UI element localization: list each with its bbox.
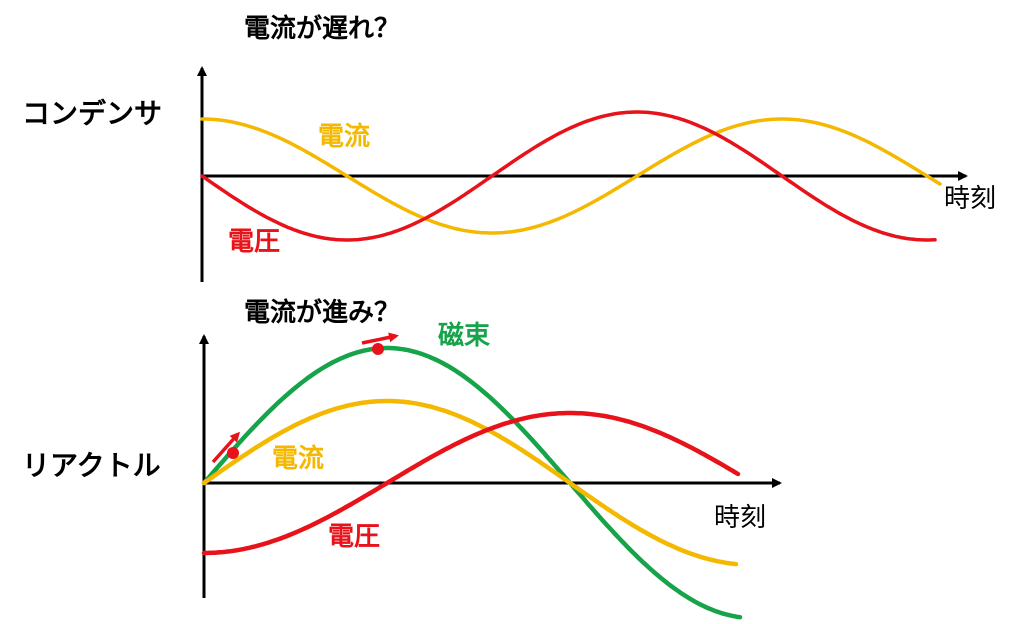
top-current-curve: [200, 117, 942, 235]
bottom-flux-label: 磁束: [438, 321, 491, 351]
top-panel: [197, 66, 968, 282]
bottom-current-curve: [201, 398, 739, 567]
top-side-label: コンデンサ: [22, 97, 163, 130]
top-current-label: 電流: [318, 122, 371, 152]
bottom-time-axis-label: 時刻: [714, 503, 767, 533]
top-time-axis-label: 時刻: [944, 184, 997, 214]
bottom-question: 電流が進み？: [244, 298, 401, 328]
bottom-voltage-curve: [201, 410, 741, 556]
top-voltage-curve: [200, 110, 937, 242]
top-question: 電流が遅れ？: [244, 14, 401, 44]
bottom-voltage-label: 電圧: [328, 522, 381, 552]
bottom-flux-curve: [201, 345, 743, 620]
bottom-side-label: リアクトル: [22, 449, 161, 482]
slope-marker-dot-peak: [372, 343, 384, 355]
slope-arrow-start: [211, 431, 240, 464]
slope-marker-dot-start: [227, 447, 239, 459]
bottom-current-label: 電流: [272, 444, 325, 474]
top-voltage-label: 電圧: [228, 227, 281, 257]
bottom-panel: [199, 332, 782, 620]
slope-arrow-peak: [361, 332, 399, 345]
